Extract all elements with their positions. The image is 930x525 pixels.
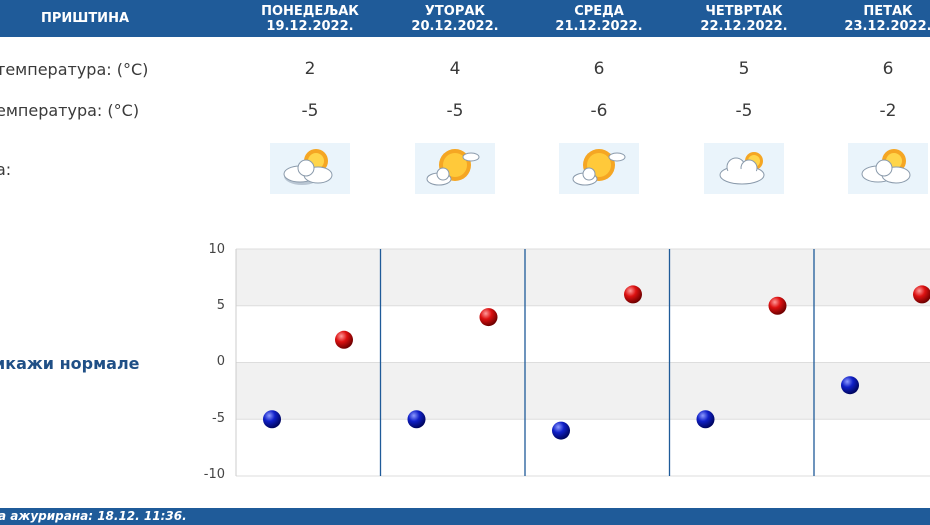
header-bar: ПРИШТИНА ПОНЕДЕЉАК 19.12.2022. УТОРАК 20.1… <box>0 0 930 37</box>
day-date: 23.12.2022. <box>844 19 930 34</box>
day-header-2: УТОРАК 20.12.2022. <box>385 4 525 34</box>
day-header-1: ПОНЕДЕЉАК 19.12.2022. <box>240 4 380 34</box>
day-header-3: СРЕДА 21.12.2022. <box>529 4 669 34</box>
mostly-sunny-icon <box>415 143 495 194</box>
mostly-sunny-icon <box>559 143 639 194</box>
min-temp-value: -5 <box>735 101 753 121</box>
plot-band <box>236 362 930 420</box>
partly-cloudy-icon <box>270 143 350 194</box>
weather-label: а: <box>0 160 12 179</box>
max-temp-value: 5 <box>738 59 750 79</box>
max-temp-marker <box>913 285 930 304</box>
day-name: УТОРАК <box>424 4 486 19</box>
max-temp-marker <box>624 285 642 304</box>
min-temp-label: емпература: (°C) <box>0 101 140 120</box>
min-temp-marker <box>263 410 281 429</box>
day-date: 22.12.2022. <box>700 19 788 34</box>
last-updated: а ажурирана: 18.12. 11:36. <box>0 509 187 523</box>
day-name: ЧЕТВРТАК <box>705 4 783 19</box>
day-date: 21.12.2022. <box>555 19 643 34</box>
city-name: ПРИШТИНА <box>40 11 130 26</box>
min-temp-value: -5 <box>301 101 319 121</box>
max-temp-value: 6 <box>593 59 605 79</box>
min-temp-marker <box>552 421 570 440</box>
show-normals-link[interactable]: икажи нормале <box>0 354 140 373</box>
footer-bar: а ажурирана: 18.12. 11:36. <box>0 508 930 525</box>
y-tick-label: 10 <box>208 242 225 257</box>
day-header-4: ЧЕТВРТАК 22.12.2022. <box>674 4 814 34</box>
max-temp-value: 6 <box>882 59 894 79</box>
min-temp-value: -2 <box>879 101 897 121</box>
y-tick-label: 5 <box>216 298 225 313</box>
min-temp-marker <box>841 376 859 395</box>
min-temp-value: -6 <box>590 101 608 121</box>
cloudy-icon <box>704 143 784 194</box>
y-tick-label: -5 <box>212 411 225 426</box>
min-temp-marker <box>407 410 426 429</box>
max-temp-label: температура: (°C) <box>0 60 149 79</box>
max-temp-value: 4 <box>449 59 461 79</box>
day-name: ПЕТАК <box>863 4 913 19</box>
day-header-5: ПЕТАК 23.12.2022. <box>818 4 930 34</box>
max-temp-marker <box>479 308 498 327</box>
max-temp-marker <box>768 296 787 315</box>
min-temp-marker <box>696 410 715 429</box>
partly-cloudy-icon <box>848 143 928 194</box>
min-temp-value: -5 <box>446 101 464 121</box>
max-temp-marker <box>335 330 353 349</box>
day-date: 19.12.2022. <box>266 19 354 34</box>
max-temp-value: 2 <box>304 59 316 79</box>
day-date: 20.12.2022. <box>411 19 499 34</box>
plot-band <box>236 249 930 306</box>
day-name: СРЕДА <box>574 4 624 19</box>
y-tick-label: -10 <box>203 467 225 482</box>
day-name: ПОНЕДЕЉАК <box>261 4 359 19</box>
y-tick-label: 0 <box>216 354 225 369</box>
